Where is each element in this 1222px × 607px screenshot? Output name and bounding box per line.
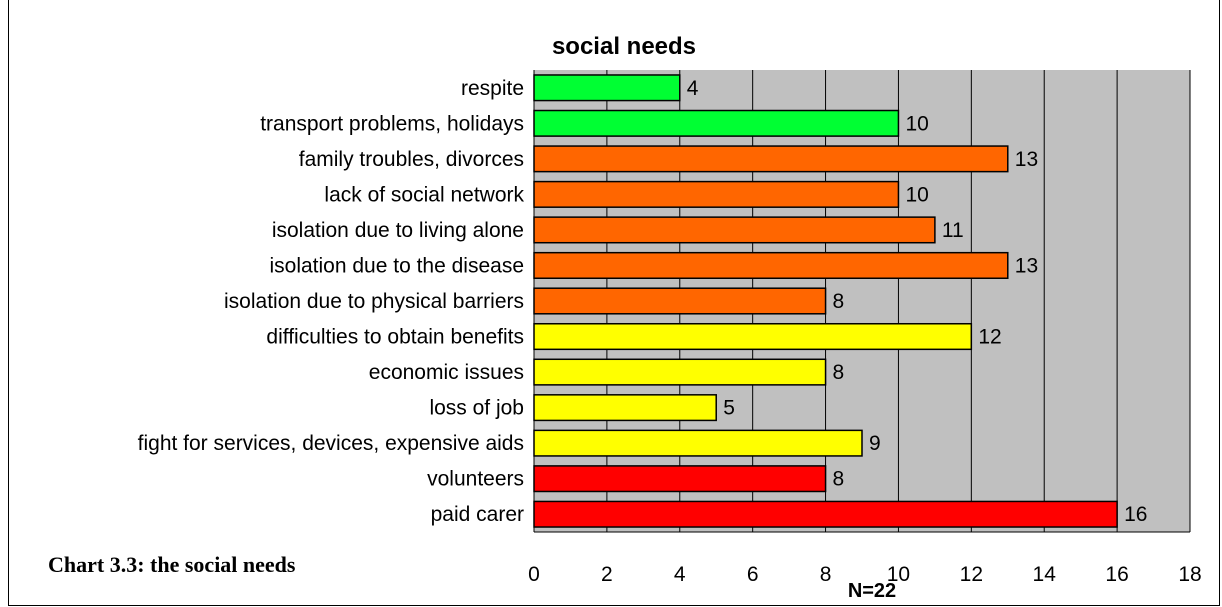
- category-label: economic issues: [369, 361, 524, 384]
- bar: [533, 394, 717, 422]
- category-label: fight for services, devices, expensive a…: [138, 432, 524, 455]
- bar: [533, 74, 681, 102]
- category-label: lack of social network: [324, 183, 524, 206]
- data-label: 9: [869, 432, 881, 455]
- category-label: isolation due to living alone: [272, 219, 524, 242]
- bar: [533, 216, 936, 244]
- data-label: 13: [1015, 148, 1038, 171]
- bar: [533, 465, 827, 493]
- x-tick-label: 6: [747, 563, 759, 586]
- bars: [533, 74, 1118, 528]
- x-axis-ticks: 0 2 4 6 8 10 12 14 16 18: [528, 563, 1202, 586]
- bar: [533, 429, 863, 457]
- data-label: 8: [833, 361, 845, 384]
- data-label: 10: [905, 183, 928, 206]
- category-label: loss of job: [429, 397, 524, 420]
- bar: [533, 251, 1009, 280]
- x-tick-label: 10: [887, 563, 910, 586]
- sample-size-note: N=22: [848, 580, 896, 602]
- category-label: respite: [461, 77, 524, 100]
- data-label: 8: [833, 290, 845, 313]
- category-labels: respite transport problems, holidays famil…: [138, 77, 525, 526]
- x-tick-label: 0: [528, 563, 540, 586]
- category-label: volunteers: [427, 468, 524, 491]
- x-tick-label: 4: [674, 563, 686, 586]
- bar: [533, 358, 827, 386]
- data-labels: 4 10 13 10 11 13 8 12 8 5 9 8 16: [687, 77, 1148, 526]
- category-label: difficulties to obtain benefits: [266, 326, 524, 349]
- chart-title: social needs: [552, 33, 696, 60]
- x-tick-label: 18: [1178, 563, 1201, 586]
- x-tick-label: 12: [960, 563, 983, 586]
- data-label: 13: [1015, 254, 1038, 277]
- x-tick-label: 16: [1105, 563, 1128, 586]
- bar: [533, 180, 900, 208]
- bar: [533, 500, 1118, 528]
- category-label: transport problems, holidays: [260, 112, 524, 135]
- bar: [533, 287, 827, 315]
- chart-frame: [8, 0, 1220, 606]
- category-label: family troubles, divorces: [299, 148, 524, 171]
- category-label: isolation due to the disease: [269, 254, 524, 277]
- x-tick-label: 14: [1033, 563, 1057, 586]
- bar: [533, 109, 900, 137]
- data-label: 5: [723, 397, 735, 420]
- bar: [533, 145, 1009, 173]
- data-label: 11: [942, 219, 964, 242]
- x-tick-label: 8: [820, 563, 832, 586]
- data-label: 8: [833, 468, 845, 491]
- category-label: paid carer: [431, 503, 524, 526]
- data-label: 16: [1124, 503, 1147, 526]
- data-label: 12: [978, 326, 1001, 349]
- x-tick-label: 2: [601, 563, 613, 586]
- data-label: 4: [687, 77, 699, 100]
- bar: [533, 322, 973, 351]
- chart-caption: Chart 3.3: the social needs: [48, 552, 296, 577]
- category-label: isolation due to physical barriers: [224, 290, 524, 313]
- data-label: 10: [905, 112, 928, 135]
